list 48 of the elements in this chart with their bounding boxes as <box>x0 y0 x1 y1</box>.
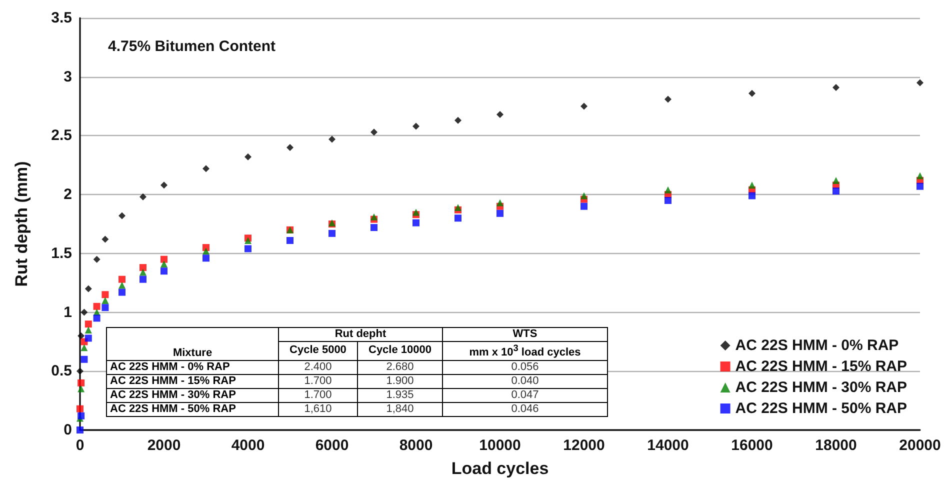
annotation: 0.040 <box>442 374 608 388</box>
legend-label: AC 22S HMM - 15% RAP <box>735 358 907 375</box>
annotation: mm x 10$^{3}$ load cycles <box>442 342 608 360</box>
y-tick-label: 2 <box>64 186 72 204</box>
x-tick-label: 18000 <box>815 437 857 454</box>
x-tick-label: 10000 <box>479 437 521 454</box>
annotation: AC 22S HMM - 50% RAP <box>106 402 278 416</box>
annotation: 4.75% Bitumen Content <box>108 38 276 55</box>
annotation: Cycle 5000 <box>278 342 358 360</box>
annotation: AC 22S HMM - 0% RAP <box>106 360 278 374</box>
x-tick-label: 2000 <box>147 437 181 454</box>
x-axis-title: Load cycles <box>451 459 549 478</box>
x-tick-label: 4000 <box>231 437 265 454</box>
y-tick-label: 1 <box>64 304 72 321</box>
annotation: AC 22S HMM - 30% RAP <box>106 388 278 402</box>
x-tick-label: 14000 <box>647 437 689 454</box>
annotation: Mixture <box>106 328 278 360</box>
annotation: 0.047 <box>442 388 608 402</box>
y-axis-title: Rut depth (mm) <box>12 161 31 287</box>
y-tick-label: 2.5 <box>51 127 72 144</box>
x-tick-label: 8000 <box>399 437 433 454</box>
annotation: 1,610 <box>278 402 358 416</box>
x-tick-label: 16000 <box>731 437 773 454</box>
annotation: 1.700 <box>278 374 358 388</box>
legend-label: AC 22S HMM - 0% RAP <box>735 337 899 354</box>
annotation: 1,840 <box>358 402 442 416</box>
y-tick-label: 1.5 <box>51 244 72 262</box>
x-tick-label: 20000 <box>899 437 941 454</box>
annotation: 1.935 <box>358 388 442 402</box>
x-tick-label: 12000 <box>563 437 605 454</box>
annotation: AC 22S HMM - 15% RAP <box>106 374 278 388</box>
legend-label: AC 22S HMM - 30% RAP <box>735 379 907 396</box>
annotation: 2.680 <box>358 360 442 374</box>
annotation: 1.700 <box>278 388 358 402</box>
annotation: 0.046 <box>442 402 608 416</box>
x-tick-label: 0 <box>76 437 84 454</box>
annotation: Rut depht <box>278 328 442 342</box>
annotation: 2.400 <box>278 360 358 374</box>
annotation: 0.056 <box>442 360 608 374</box>
annotation: Cycle 10000 <box>358 342 442 360</box>
y-tick-label: 3 <box>64 68 72 86</box>
annotation: 1.900 <box>358 374 442 388</box>
y-tick-label: 0 <box>64 422 72 438</box>
legend-label: AC 22S HMM - 50% RAP <box>735 400 907 417</box>
x-tick-label: 6000 <box>315 437 349 454</box>
annotation: WTS <box>442 328 608 342</box>
y-tick-label: 3.5 <box>51 10 72 26</box>
y-tick-label: 0.5 <box>51 362 72 380</box>
